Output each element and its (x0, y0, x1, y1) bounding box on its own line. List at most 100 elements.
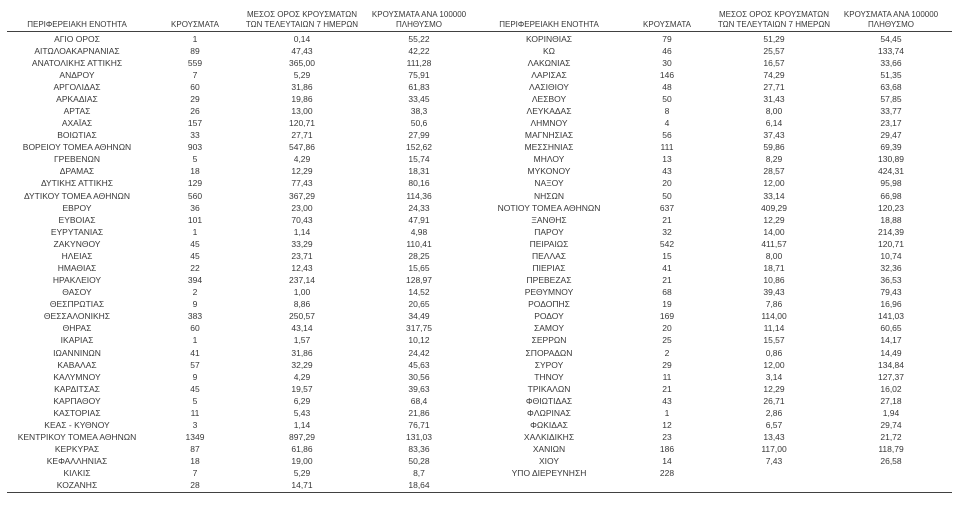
per-100k-cell: 63,68 (880, 81, 902, 92)
avg-7day-cell: 12,00 (763, 359, 785, 370)
region-name-cell: ΚΑΒΑΛΑΣ (57, 359, 97, 370)
avg-7day-cell: 2,86 (765, 407, 783, 418)
per-100k-cell: 34,49 (408, 311, 430, 322)
table-row: ΚΑΣΤΟΡΙΑΣ 11 5,43 21,86 (7, 407, 477, 419)
cases-cell: 50 (662, 93, 672, 104)
per-100k-cell: 1,94 (882, 407, 900, 418)
table-row: ΧΑΝΙΩΝ 186 117,00 118,79 (479, 443, 949, 455)
cases-cell: 11 (190, 407, 200, 418)
region-name-cell: ΧΑΝΙΩΝ (532, 444, 566, 455)
table-row: ΧΑΛΚΙΔΙΚΗΣ 23 13,43 21,72 (479, 431, 949, 443)
avg-7day-cell: 13,43 (763, 432, 785, 443)
table-row: ΑΡΤΑΣ 26 13,00 38,3 (7, 105, 477, 117)
table-row: ΜΥΚΟΝΟΥ 43 28,57 424,31 (479, 165, 949, 177)
per-100k-cell: 18,64 (408, 480, 430, 491)
cases-cell: 36 (190, 202, 200, 213)
table-row: ΜΑΓΝΗΣΙΑΣ 56 37,43 29,47 (479, 129, 949, 141)
region-name-cell: ΠΑΡΟΥ (534, 226, 564, 237)
avg-7day-cell: 117,00 (761, 444, 787, 455)
cases-cell: 1349 (185, 432, 205, 443)
avg-7day-cell: 37,43 (763, 130, 785, 141)
region-name-cell: ΑΝΑΤΟΛΙΚΗΣ ΑΤΤΙΚΗΣ (31, 57, 123, 68)
region-name-cell: ΑΡΚΑΔΙΑΣ (56, 93, 98, 104)
region-name-cell: ΛΗΜΝΟΥ (530, 118, 568, 129)
region-name-cell: ΜΥΚΟΝΟΥ (527, 166, 571, 177)
per-100k-cell: 24,33 (408, 202, 430, 213)
avg-7day-cell: 19,86 (291, 93, 313, 104)
region-name-cell: ΚΑΣΤΟΡΙΑΣ (53, 407, 101, 418)
region-name-cell: ΑΙΤΩΛΟΑΚΑΡΝΑΝΙΑΣ (34, 45, 120, 56)
avg-7day-cell: 7,86 (765, 299, 783, 310)
table-row: ΣΠΟΡΑΔΩΝ 2 0,86 14,49 (479, 347, 949, 359)
avg-7day-cell: 28,57 (763, 166, 785, 177)
cases-cell: 21 (662, 275, 672, 286)
table-row: ΘΗΡΑΣ 60 43,14 317,75 (7, 322, 477, 334)
region-name-cell: ΜΕΣΣΗΝΙΑΣ (524, 142, 574, 153)
region-name-cell: ΣΑΜΟΥ (533, 323, 564, 334)
table-row: ΚΕΡΚΥΡΑΣ 87 61,86 83,36 (7, 443, 477, 455)
region-name-cell: ΣΥΡΟΥ (534, 359, 564, 370)
per-100k-cell: 4,98 (410, 226, 428, 237)
per-100k-cell: 127,37 (878, 371, 904, 382)
region-name-cell: ΦΘΙΩΤΙΔΑΣ (525, 395, 573, 406)
table-row: ΑΓΙΟ ΟΡΟΣ 1 0,14 55,22 (7, 33, 477, 45)
avg-7day-cell: 1,14 (293, 226, 311, 237)
table-row: ΧΙΟΥ 14 7,43 26,58 (479, 455, 949, 467)
table-row: ΠΡΕΒΕΖΑΣ 21 10,86 36,53 (479, 274, 949, 286)
per-100k-cell: 47,91 (408, 214, 430, 225)
avg-7day-cell: 897,29 (289, 432, 315, 443)
region-name-cell: ΚΑΡΔΙΤΣΑΣ (54, 383, 100, 394)
avg-7day-cell: 39,43 (763, 287, 785, 298)
region-name-cell: ΚΙΛΚΙΣ (63, 468, 91, 479)
region-name-cell: ΑΧΑΪΑΣ (61, 118, 93, 129)
table-row: ΠΕΛΛΑΣ 15 8,00 10,74 (479, 250, 949, 262)
table-header-row: ΠΕΡΙΦΕΡΕΙΑΚΗ ΕΝΟΤΗΤΑ ΚΡΟΥΣΜΑΤΑ ΜΕΣΟΣ ΟΡΟΣ … (479, 0, 949, 31)
avg-7day-cell: 5,29 (293, 69, 311, 80)
avg-7day-cell: 31,86 (291, 347, 313, 358)
cases-cell: 68 (662, 287, 672, 298)
cases-cell: 87 (190, 444, 200, 455)
table-body: ΑΓΙΟ ΟΡΟΣ 1 0,14 55,22 ΑΙΤΩΛΟΑΚΑΡΝΑΝΙΑΣ 89 47,… (7, 33, 477, 492)
table-row: ΑΝΑΤΟΛΙΚΗΣ ΑΤΤΙΚΗΣ 559 365,00 111,28 (7, 57, 477, 69)
per-100k-cell: 69,39 (880, 142, 902, 153)
per-100k-cell: 83,36 (408, 444, 430, 455)
cases-cell: 1 (192, 335, 198, 346)
avg-7day-cell: 31,86 (291, 81, 313, 92)
avg-7day-cell: 8,86 (293, 299, 311, 310)
per-100k-cell: 33,45 (408, 93, 430, 104)
table-row: ΚΕΝΤΡΙΚΟΥ ΤΟΜΕΑ ΑΘΗΝΩΝ 1349 897,29 131,03 (7, 431, 477, 443)
cases-cell: 43 (662, 395, 672, 406)
region-name-cell: ΝΑΞΟΥ (534, 178, 564, 189)
avg-7day-cell: 6,57 (765, 420, 783, 431)
cases-cell: 11 (662, 371, 672, 382)
table-row: ΚΟΡΙΝΘΙΑΣ 79 51,29 54,45 (479, 33, 949, 45)
cases-cell: 560 (187, 190, 203, 201)
cases-cell: 186 (659, 444, 675, 455)
avg-7day-cell: 25,57 (763, 45, 785, 56)
table-row: ΕΥΒΟΙΑΣ 101 70,43 47,91 (7, 214, 477, 226)
region-name-cell: ΔΥΤΙΚΟΥ ΤΟΜΕΑ ΑΘΗΝΩΝ (23, 190, 131, 201)
avg-7day-cell: 4,29 (293, 154, 311, 165)
region-name-cell: ΠΕΛΛΑΣ (531, 250, 567, 261)
avg-7day-cell: 70,43 (291, 214, 313, 225)
avg-7day-cell: 61,86 (291, 444, 313, 455)
region-name-cell: ΓΡΕΒΕΝΩΝ (54, 154, 100, 165)
table-row: ΠΑΡΟΥ 32 14,00 214,39 (479, 226, 949, 238)
region-name-cell: ΕΥΒΟΙΑΣ (58, 214, 96, 225)
per-100k-cell: 133,74 (878, 45, 904, 56)
per-100k-cell: 14,49 (880, 347, 902, 358)
table-row: ΑΡΚΑΔΙΑΣ 29 19,86 33,45 (7, 93, 477, 105)
region-name-cell: ΘΕΣΣΑΛΟΝΙΚΗΣ (43, 311, 111, 322)
avg-7day-cell: 3,14 (765, 371, 783, 382)
avg-7day-cell: 33,14 (763, 190, 785, 201)
table-row: ΚΑΡΠΑΘΟΥ 5 6,29 68,4 (7, 395, 477, 407)
table-header-row: ΠΕΡΙΦΕΡΕΙΑΚΗ ΕΝΟΤΗΤΑ ΚΡΟΥΣΜΑΤΑ ΜΕΣΟΣ ΟΡΟΣ … (7, 0, 477, 31)
per-100k-cell: 29,74 (880, 420, 902, 431)
cases-cell: 157 (187, 118, 203, 129)
region-name-cell: ΤΡΙΚΑΛΩΝ (527, 383, 571, 394)
table-row: ΒΟΙΩΤΙΑΣ 33 27,71 27,99 (7, 129, 477, 141)
per-100k-cell: 54,45 (880, 33, 902, 44)
per-100k-cell: 18,88 (880, 214, 902, 225)
per-100k-cell: 120,71 (878, 238, 904, 249)
cases-cell: 46 (662, 45, 672, 56)
